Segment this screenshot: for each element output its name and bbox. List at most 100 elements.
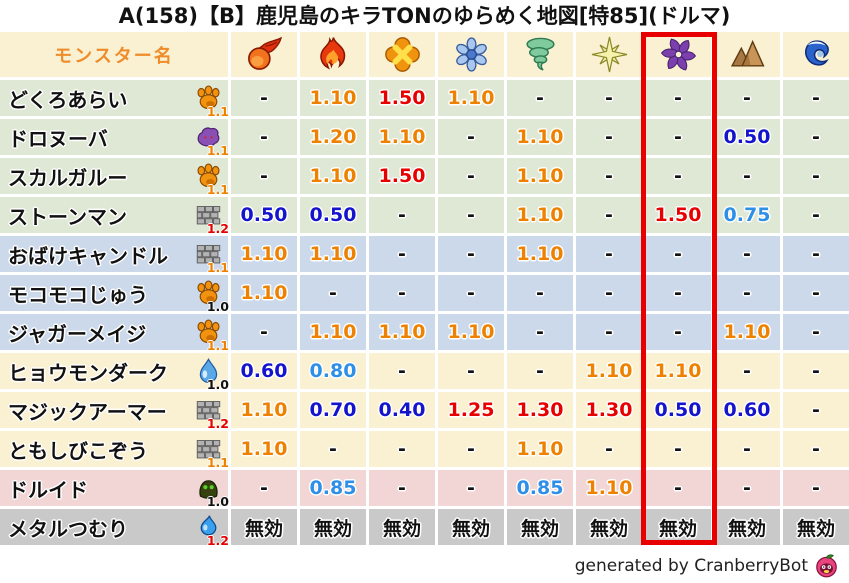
value-cell: 1.10 <box>300 158 366 194</box>
value-cell: - <box>576 80 642 116</box>
multiplier-badge: 1.2 <box>206 532 229 548</box>
value-cell: 0.50 <box>714 119 780 155</box>
paw-icon: 1.1 <box>194 162 229 197</box>
value-cell: - <box>300 431 366 467</box>
value-cell: - <box>714 158 780 194</box>
value-cell: - <box>438 158 504 194</box>
value-cell: - <box>783 470 849 506</box>
monster-name: モコモコじゅう <box>8 282 148 307</box>
value-cell: - <box>645 431 711 467</box>
value-cell: - <box>645 314 711 350</box>
value-cell: - <box>645 158 711 194</box>
tornado-icon <box>522 36 559 73</box>
monster-name-cell: ヒョウモンダーク 1.0 <box>0 353 229 392</box>
value-cell: - <box>645 470 711 506</box>
value-cell: - <box>645 236 711 272</box>
value-cell: - <box>783 119 849 155</box>
value-cell: - <box>783 353 849 389</box>
wave-icon <box>798 36 835 73</box>
value-cell: - <box>783 431 849 467</box>
value-cell: 無効 <box>438 509 504 545</box>
value-cell: 0.50 <box>645 392 711 428</box>
value-cell: 1.50 <box>369 80 435 116</box>
value-cell: - <box>783 197 849 233</box>
value-cell: 1.10 <box>507 158 573 194</box>
fireball-icon <box>246 36 283 73</box>
multiplier-badge: 1.1 <box>206 454 229 470</box>
value-cell: - <box>438 275 504 311</box>
monster-name: ヒョウモンダーク <box>8 360 168 385</box>
value-cell: - <box>438 431 504 467</box>
value-cell: 無効 <box>300 509 366 545</box>
value-cell: 1.50 <box>369 158 435 194</box>
monster-name-cell: どくろあらい 1.1 <box>0 80 229 119</box>
value-cell: - <box>507 275 573 311</box>
monster-name: ストーンマン <box>8 204 127 229</box>
value-cell: - <box>576 314 642 350</box>
monster-name-header: モンスター名 <box>0 32 228 77</box>
multiplier-badge: 1.1 <box>206 337 229 353</box>
value-cell: - <box>645 275 711 311</box>
value-cell: - <box>369 275 435 311</box>
value-cell: - <box>438 119 504 155</box>
value-cell: - <box>231 470 297 506</box>
value-cell: 1.10 <box>576 353 642 389</box>
value-cell: - <box>438 197 504 233</box>
value-cell: - <box>369 236 435 272</box>
value-cell: - <box>438 353 504 389</box>
value-cell: - <box>783 236 849 272</box>
multiplier-badge: 1.0 <box>206 298 229 314</box>
value-cell: 無効 <box>231 509 297 545</box>
value-cell: 1.10 <box>576 470 642 506</box>
value-cell: - <box>576 119 642 155</box>
element-header-fireball <box>231 32 297 77</box>
element-header-snowflake <box>438 32 504 77</box>
value-cell: 1.10 <box>714 314 780 350</box>
value-cell: 無効 <box>783 509 849 545</box>
value-cell: 1.10 <box>300 314 366 350</box>
value-cell: - <box>714 353 780 389</box>
value-cell: 0.80 <box>300 353 366 389</box>
multiplier-badge: 1.2 <box>206 220 229 236</box>
value-cell: - <box>576 431 642 467</box>
snowflake-icon <box>453 36 490 73</box>
value-cell: 1.10 <box>507 236 573 272</box>
value-cell: 1.10 <box>369 314 435 350</box>
value-cell: 1.10 <box>507 119 573 155</box>
monster-name-cell: マジックアーマー 1.2 <box>0 392 229 431</box>
value-cell: - <box>783 275 849 311</box>
value-cell: 1.10 <box>231 392 297 428</box>
value-cell: 0.70 <box>300 392 366 428</box>
monster-name: ドルイド <box>8 477 88 502</box>
value-cell: 0.85 <box>300 470 366 506</box>
value-cell: - <box>300 275 366 311</box>
monster-name: どくろあらい <box>8 87 128 112</box>
monster-name-cell: ストーンマン 1.2 <box>0 197 229 236</box>
brick-icon: 1.1 <box>194 435 229 470</box>
value-cell: 0.50 <box>300 197 366 233</box>
monster-name: ともしびこぞう <box>8 438 148 463</box>
value-cell: 1.10 <box>369 119 435 155</box>
multiplier-badge: 1.2 <box>206 415 229 431</box>
monster-name-cell: スカルガルー 1.1 <box>0 158 229 197</box>
value-cell: - <box>714 431 780 467</box>
value-cell: 1.10 <box>438 80 504 116</box>
dark-pinwheel-icon <box>660 36 697 73</box>
element-header-wave <box>783 32 849 77</box>
monster-name: ドロヌーバ <box>8 126 108 151</box>
flame-icon <box>315 36 352 73</box>
value-cell: 1.10 <box>645 353 711 389</box>
drop-icon: 1.0 <box>194 357 229 392</box>
multiplier-badge: 1.0 <box>206 493 229 509</box>
page-title: A(158)【B】鹿児島のキラTONのゆらめく地図[特85](ドルマ) <box>118 4 731 28</box>
multiplier-badge: 1.1 <box>206 181 229 197</box>
value-cell: - <box>576 275 642 311</box>
value-cell: 1.10 <box>231 431 297 467</box>
value-cell: 1.25 <box>438 392 504 428</box>
monster-name: スカルガルー <box>8 165 128 190</box>
value-cell: 1.50 <box>645 197 711 233</box>
monster-name-cell: モコモコじゅう 1.0 <box>0 275 229 314</box>
value-cell: - <box>714 80 780 116</box>
element-header-flame <box>300 32 366 77</box>
multiplier-badge: 1.0 <box>206 376 229 392</box>
